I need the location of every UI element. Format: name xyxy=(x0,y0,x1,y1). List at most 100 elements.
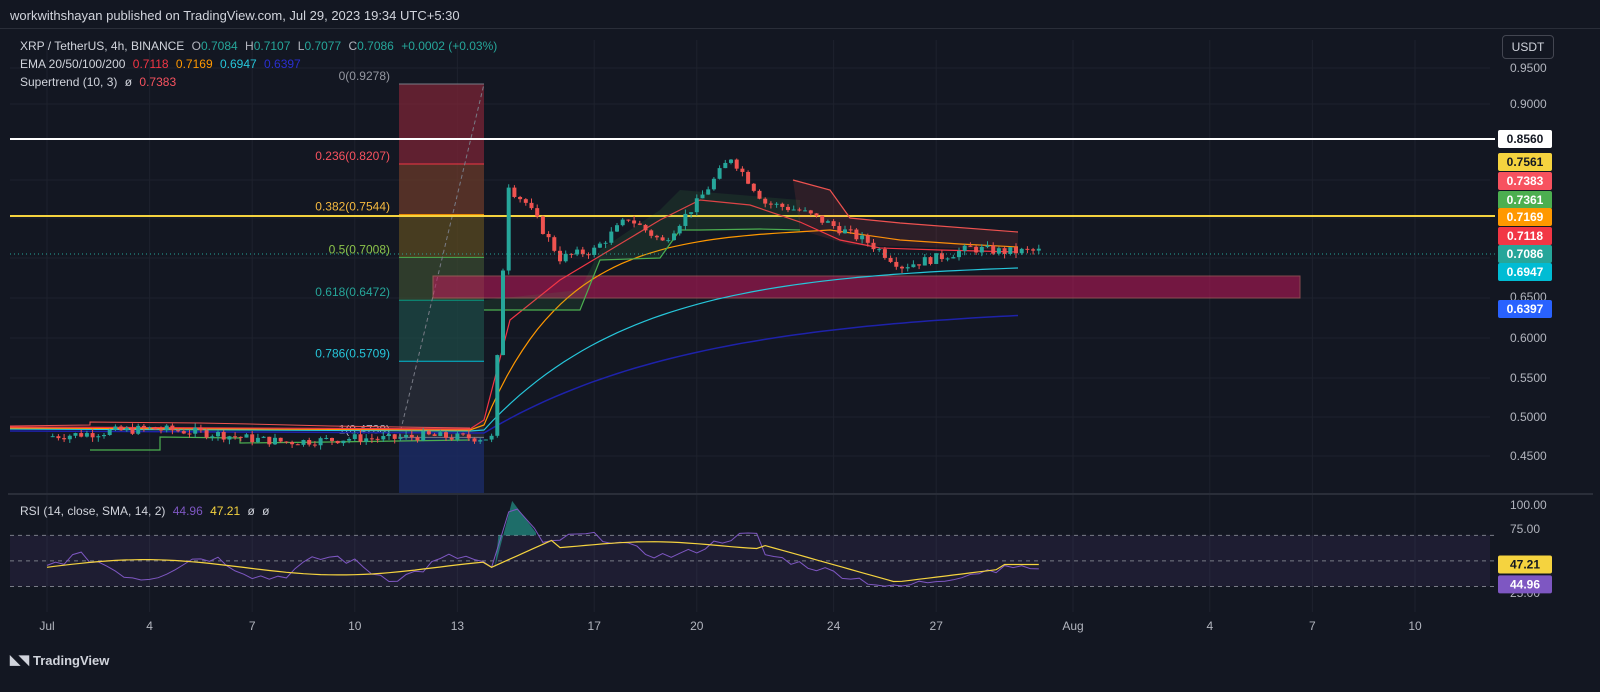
rsi-sma-line xyxy=(46,539,1039,583)
supertrend-value: 0.7383 xyxy=(139,75,177,89)
rsi-label[interactable]: RSI (14, close, SMA, 14, 2) xyxy=(20,504,166,518)
candle-body xyxy=(198,427,203,431)
candle-body xyxy=(50,436,55,438)
candle-body xyxy=(626,219,631,221)
candle-body xyxy=(888,257,893,262)
candle-body xyxy=(381,436,386,440)
candle-body xyxy=(979,246,984,253)
ema100-value: 0.6947 xyxy=(219,57,257,71)
candle-body xyxy=(227,436,232,440)
candle-body xyxy=(404,434,409,438)
low-value: 0.7077 xyxy=(304,39,342,53)
supertrend-label[interactable]: Supertrend (10, 3) xyxy=(20,75,118,89)
fib-level-label: 0(0.9278) xyxy=(339,69,390,83)
candle-body xyxy=(273,437,277,445)
time-axis-tick: 7 xyxy=(249,619,256,633)
candle-body xyxy=(444,432,448,438)
candle-body xyxy=(67,435,72,440)
candle-body xyxy=(107,429,112,435)
candle-body xyxy=(455,433,460,440)
candle-body xyxy=(90,433,95,438)
candle-body xyxy=(301,440,306,445)
candle-body xyxy=(164,425,169,431)
candle-body xyxy=(700,194,705,199)
candle-body xyxy=(193,427,198,434)
candle-body xyxy=(449,437,454,440)
candle-body xyxy=(478,440,483,442)
candle-body xyxy=(637,223,642,225)
candle-body xyxy=(347,439,352,441)
candle-body xyxy=(181,431,186,434)
candle-body xyxy=(1002,248,1007,255)
candle-body xyxy=(358,434,363,442)
top-bar: workwithshayan published on TradingView.… xyxy=(0,0,1600,29)
tradingview-logo[interactable]: ◣◥ TradingView xyxy=(10,652,109,668)
candle-body xyxy=(295,444,300,446)
candle-body xyxy=(768,203,773,205)
price-label: 0.7086 xyxy=(1507,247,1544,261)
candle-body xyxy=(84,433,89,437)
ema50-value: 0.7169 xyxy=(175,57,213,71)
ema200-value: 0.6397 xyxy=(264,57,301,71)
ema-label[interactable]: EMA 20/50/100/200 xyxy=(20,57,126,71)
price-label: 0.7383 xyxy=(1507,174,1544,188)
candle-body xyxy=(540,216,545,234)
candle-body xyxy=(558,250,562,262)
ema20-value: 0.7118 xyxy=(132,57,169,71)
candle-body xyxy=(1025,248,1030,250)
supertrend-fill-down xyxy=(793,180,1018,250)
candle-body xyxy=(603,242,608,244)
candle-body xyxy=(324,437,329,439)
supertrend-legend: Supertrend (10, 3) ø 0.7383 xyxy=(20,75,180,89)
candle-body xyxy=(740,168,745,172)
currency-button[interactable]: USDT xyxy=(1502,35,1554,59)
candle-body xyxy=(968,245,973,247)
candle-body xyxy=(341,440,346,444)
supertrend-down xyxy=(792,179,1019,233)
candle-body xyxy=(654,235,659,238)
fib-level-label: 0.618(0.6472) xyxy=(315,285,390,299)
candle-body xyxy=(934,253,939,264)
candle-body xyxy=(945,258,950,260)
rsi-sma-label: 47.21 xyxy=(1510,557,1540,571)
price-label: 0.6947 xyxy=(1507,265,1544,279)
fib-zone-5 xyxy=(399,361,484,438)
candle-body xyxy=(854,229,859,240)
candle-body xyxy=(860,235,865,240)
candle-body xyxy=(466,434,471,439)
candle-body xyxy=(877,249,882,251)
candle-body xyxy=(922,257,927,266)
candle-body xyxy=(951,257,956,259)
candle-body xyxy=(415,437,420,441)
time-axis-tick: 4 xyxy=(1206,619,1213,633)
candle-body xyxy=(905,267,910,269)
candle-body xyxy=(221,431,226,440)
fib-zone-2 xyxy=(399,214,484,258)
fib-level-label: 0.236(0.8207) xyxy=(315,149,390,163)
candle-body xyxy=(597,243,602,248)
supertrend-fill-up xyxy=(484,190,800,310)
symbol-name[interactable]: XRP / TetherUS, 4h, BINANCE xyxy=(20,39,185,53)
price-axis-tick: 0.9500 xyxy=(1510,61,1547,75)
candle-body xyxy=(495,355,500,436)
rsi-line xyxy=(46,508,1039,587)
candle-body xyxy=(426,431,431,435)
tradingview-brand: TradingView xyxy=(33,652,110,668)
candle-body xyxy=(284,441,289,443)
candle-body xyxy=(335,440,340,444)
fib-zone-0 xyxy=(399,84,484,164)
rsi-symbol-1: ø xyxy=(247,504,255,518)
tradingview-logo-icon: ◣◥ xyxy=(10,652,29,667)
time-axis-tick: 24 xyxy=(827,619,841,633)
candle-body xyxy=(56,436,61,439)
candle-body xyxy=(141,425,146,429)
candle-body xyxy=(318,438,323,446)
candle-body xyxy=(387,434,391,437)
candle-body xyxy=(102,434,106,437)
rsi-value-label: 44.96 xyxy=(1510,577,1540,591)
candle-body xyxy=(130,427,135,434)
candle-body xyxy=(723,162,728,169)
candle-body xyxy=(261,436,266,438)
candle-body xyxy=(506,187,511,271)
